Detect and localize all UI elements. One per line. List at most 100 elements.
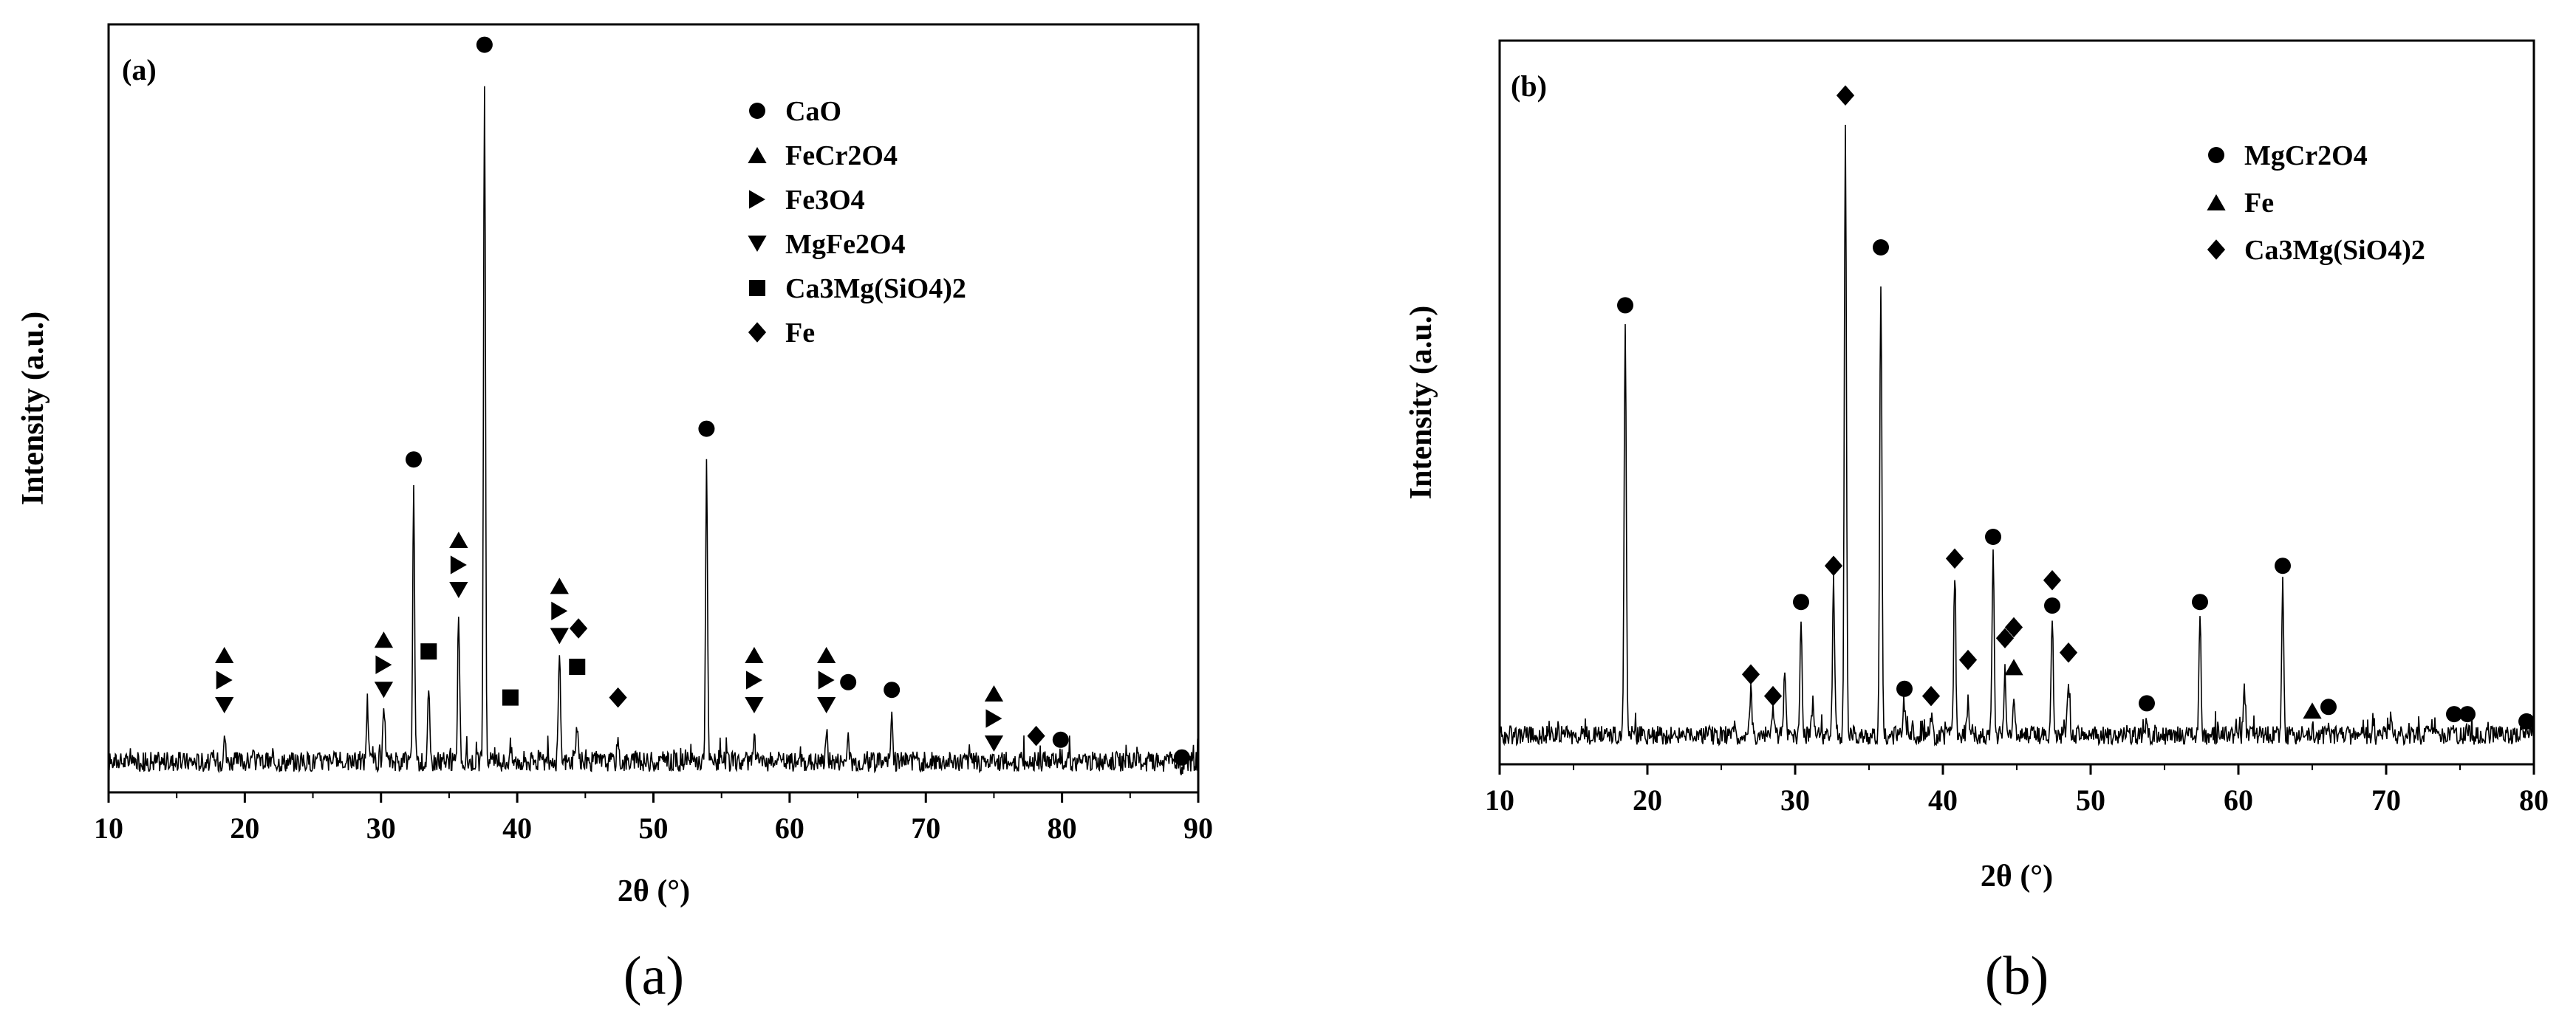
phase-marker-triangle-up <box>2004 659 2023 676</box>
xrd-trace-a <box>108 86 1199 775</box>
phase-marker-triangle-right <box>551 601 568 621</box>
plot-frame-a <box>107 23 1200 794</box>
phase-marker-triangle-right <box>375 655 392 674</box>
plot-frame-b <box>1498 39 2535 766</box>
x-tick-label: 20 <box>1633 783 1662 817</box>
phase-marker-circle <box>840 673 857 690</box>
legend-entry-label: Ca3Mg(SiO4)2 <box>785 273 966 304</box>
phase-marker-square <box>502 689 519 706</box>
phase-marker-circle <box>1793 594 1809 611</box>
panel-tag-a: (a) <box>122 53 157 86</box>
phase-marker-circle <box>2446 706 2462 723</box>
phase-marker-circle <box>1617 297 1633 314</box>
phase-marker-triangle-up <box>817 647 836 663</box>
x-tick-label: 50 <box>639 812 669 845</box>
phase-marker-triangle-right <box>450 555 467 575</box>
phase-marker-circle <box>2139 695 2155 712</box>
legend-marker-square <box>749 280 765 296</box>
phase-marker-diamond <box>1741 664 1760 685</box>
phase-marker-diamond <box>1824 555 1843 576</box>
phase-marker-triangle-up <box>550 577 569 594</box>
x-tick-label: 70 <box>2371 783 2401 817</box>
legend-entry-label: Fe <box>785 318 815 349</box>
phase-markers-a <box>215 36 1190 766</box>
phase-marker-triangle-up <box>215 647 234 663</box>
phase-marker-diamond <box>2004 617 2023 638</box>
phase-marker-diamond <box>1958 649 1978 671</box>
phase-marker-diamond <box>1763 685 1783 707</box>
phase-marker-circle <box>2192 594 2208 611</box>
phase-marker-circle <box>2459 706 2476 723</box>
legend-entry-label: Ca3Mg(SiO4)2 <box>2244 235 2425 266</box>
x-tick-label: 40 <box>1928 783 1958 817</box>
legend-marker-diamond <box>2207 239 2226 260</box>
phase-marker-triangle-right <box>745 671 762 690</box>
xrd-line-b <box>1499 124 2535 747</box>
legend-marker-triangle-right <box>749 190 765 209</box>
x-tick-label: 30 <box>366 812 396 845</box>
phase-marker-diamond <box>1995 628 2015 648</box>
x-tick-label: 60 <box>775 812 804 845</box>
phase-marker-triangle-down <box>550 628 569 645</box>
phase-marker-square <box>420 643 437 660</box>
phase-marker-circle <box>2518 713 2535 730</box>
x-tick-label: 40 <box>502 812 532 845</box>
y-axis-title-a: Intensity (a.u.) <box>16 312 50 506</box>
legend-marker-circle <box>749 103 765 119</box>
phase-marker-triangle-down <box>817 697 836 713</box>
phase-marker-triangle-up <box>449 532 468 548</box>
legend-marker-circle <box>2208 147 2224 163</box>
phase-marker-diamond <box>2059 642 2078 663</box>
x-tick-label: 30 <box>1780 783 1810 817</box>
x-ticks-a: 10 20 30 40 50 60 70 80 90 <box>94 792 1213 845</box>
phase-marker-diamond <box>1921 685 1941 707</box>
legend-marker-triangle-up <box>748 147 767 163</box>
phase-marker-triangle-down <box>215 697 234 713</box>
legend-b: MgCr2O4 Fe Ca3Mg(SiO4)2 <box>2207 140 2425 266</box>
phase-marker-square <box>569 659 586 675</box>
phase-marker-triangle-up <box>984 685 1004 702</box>
legend-marker-diamond <box>748 322 767 343</box>
phase-marker-triangle-right <box>216 671 233 690</box>
chart-panel-b: 10 20 30 40 50 60 70 80 MgCr2O4 Fe Ca3Mg(SiO4)2 (… <box>1404 39 2549 1006</box>
x-axis-title-a: 2θ (°) <box>618 874 690 908</box>
phase-marker-diamond <box>1945 548 1964 569</box>
xrd-trace-b <box>1499 124 2535 747</box>
x-axis-title-b: 2θ (°) <box>1981 860 2053 894</box>
phase-marker-diamond <box>609 687 627 708</box>
phase-marker-triangle-up <box>2303 702 2322 719</box>
xrd-line-a <box>108 86 1199 775</box>
legend-entry-label: Fe3O4 <box>785 185 865 216</box>
phase-marker-circle <box>2275 558 2291 575</box>
phase-marker-circle <box>2320 699 2337 716</box>
phase-marker-triangle-right <box>818 671 835 690</box>
x-tick-label: 60 <box>2224 783 2253 817</box>
legend-entry-label: FeCr2O4 <box>785 140 898 171</box>
x-tick-label: 90 <box>1183 812 1213 845</box>
legend-marker-triangle-up <box>2207 194 2226 210</box>
phase-marker-circle <box>1173 749 1190 766</box>
phase-marker-triangle-up <box>374 631 394 648</box>
phase-marker-circle <box>1873 239 1889 256</box>
phase-marker-diamond <box>1836 85 1855 106</box>
legend-entry-label: Fe <box>2244 188 2274 219</box>
phase-marker-triangle-down <box>745 697 764 713</box>
x-tick-label: 70 <box>911 812 940 845</box>
phase-marker-triangle-up <box>745 647 764 663</box>
phase-marker-diamond <box>569 618 588 639</box>
phase-marker-circle <box>406 451 422 468</box>
legend-a: CaO FeCr2O4 Fe3O4 MgFe2O4 Ca3Mg(SiO4)2 Fe <box>748 96 966 349</box>
legend-entry-label: CaO <box>785 96 841 127</box>
phase-marker-circle <box>2044 597 2060 614</box>
phase-marker-circle <box>884 682 901 699</box>
x-tick-label: 50 <box>2076 783 2105 817</box>
x-tick-label: 20 <box>230 812 259 845</box>
phase-marker-diamond <box>2043 570 2062 591</box>
phase-marker-triangle-down <box>984 735 1004 752</box>
x-tick-label: 10 <box>94 812 123 845</box>
x-ticks-b: 10 20 30 40 50 60 70 80 <box>1485 764 2549 817</box>
caption-a: (a) <box>623 946 684 1006</box>
phase-marker-circle <box>1896 680 1913 697</box>
legend-marker-triangle-down <box>748 236 767 252</box>
